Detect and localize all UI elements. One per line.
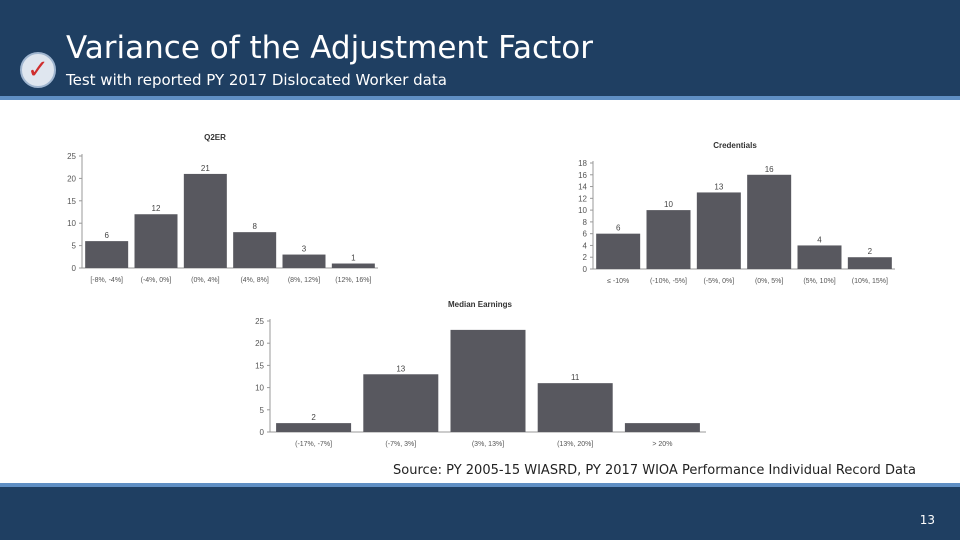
x-tick-label: (0%, 4%] (191, 277, 219, 284)
y-tick-label: 8 (583, 218, 588, 227)
x-tick-label: (13%, 20%] (557, 441, 593, 448)
y-tick-label: 15 (67, 197, 76, 206)
x-tick-label: (-4%, 0%] (141, 277, 172, 284)
checkmark-badge: ✓ (20, 52, 56, 88)
data-label: 16 (765, 165, 774, 174)
y-tick-label: 12 (578, 194, 587, 203)
slide-title: Variance of the Adjustment Factor (66, 30, 593, 66)
footer-divider (0, 483, 960, 487)
y-tick-label: 20 (67, 174, 76, 183)
x-tick-label: (4%, 8%] (240, 277, 268, 284)
slide-subtitle: Test with reported PY 2017 Dislocated Wo… (66, 71, 447, 89)
data-label: 6 (104, 231, 109, 240)
x-tick-label: (-5%, 0%] (703, 278, 734, 285)
y-tick-label: 18 (578, 159, 587, 168)
bar (85, 241, 129, 268)
checkmark-icon: ✓ (27, 55, 49, 85)
header-bar (0, 0, 960, 96)
y-tick-label: 10 (255, 384, 264, 393)
bar (363, 374, 439, 432)
y-tick-label: 2 (583, 253, 588, 262)
data-label: 2 (311, 413, 316, 422)
bar (797, 245, 842, 269)
y-tick-label: 10 (578, 206, 587, 215)
y-tick-label: 14 (578, 183, 587, 192)
page-number: 13 (919, 513, 935, 527)
q2er-chart: Q2ER 0 5 10 15 20 25 6 [-8%, -4%] 12 (-4%, 0%] 21 (0… (67, 133, 378, 284)
x-tick-label: > 20% (652, 441, 672, 448)
data-label: 3 (302, 245, 307, 254)
x-tick-label: (-7%, 3%] (385, 441, 416, 448)
bar (276, 423, 352, 432)
data-label: 12 (152, 204, 161, 213)
y-tick-label: 20 (255, 339, 264, 348)
bar (624, 423, 700, 432)
x-tick-label: (10%, 15%] (852, 278, 888, 285)
data-label: 13 (714, 182, 723, 191)
y-tick-label: 10 (67, 219, 76, 228)
x-tick-label: (3%, 13%] (472, 441, 504, 448)
bar (696, 192, 741, 269)
bar (183, 173, 227, 268)
median-earnings-chart: Median Earnings 0 5 10 15 20 25 2 (-17%, -7%] 13 (… (255, 300, 706, 448)
data-label: 13 (396, 364, 405, 373)
bar (596, 233, 641, 269)
y-tick-label: 5 (260, 406, 265, 415)
bar (537, 383, 613, 432)
x-tick-label: (-17%, -7%] (295, 441, 332, 448)
bar (747, 174, 792, 269)
credentials-chart: Credentials 0 2 4 6 8 10 12 14 16 18 6 ≤ -10% 10 (-10%… (578, 141, 895, 285)
x-tick-label: [-8%, -4%] (90, 277, 123, 284)
bar (450, 329, 526, 432)
source-note: Source: PY 2005-15 WIASRD, PY 2017 WIOA … (393, 463, 916, 478)
chart-title: Q2ER (204, 133, 226, 142)
data-label: 11 (571, 373, 580, 382)
x-tick-label: (0%, 5%] (755, 278, 783, 285)
data-label: 6 (616, 224, 621, 233)
x-tick-label: (12%, 16%] (335, 277, 371, 284)
y-tick-label: 0 (260, 428, 265, 437)
x-tick-label: (8%, 12%] (288, 277, 320, 284)
data-label: 2 (868, 247, 873, 256)
x-tick-label: (5%, 10%] (803, 278, 835, 285)
y-tick-label: 25 (255, 317, 264, 326)
bar (282, 254, 326, 268)
y-tick-label: 0 (583, 265, 588, 274)
y-tick-label: 6 (583, 230, 588, 239)
header-divider (0, 96, 960, 100)
chart-title: Median Earnings (448, 300, 513, 309)
y-tick-label: 0 (72, 264, 77, 273)
data-label: 21 (201, 164, 210, 173)
bar (847, 257, 892, 269)
data-label: 4 (817, 235, 822, 244)
bar (134, 214, 178, 268)
y-tick-label: 15 (255, 361, 264, 370)
y-tick-label: 4 (583, 241, 588, 250)
chart-title: Credentials (713, 141, 757, 150)
footer-bar (0, 487, 960, 540)
bar (233, 232, 277, 268)
bar (646, 210, 691, 269)
bar (331, 263, 375, 268)
data-label: 8 (252, 222, 257, 231)
data-label: 10 (664, 200, 673, 209)
data-label: 1 (351, 254, 356, 263)
x-tick-label: ≤ -10% (607, 278, 629, 285)
y-tick-label: 25 (67, 152, 76, 161)
y-tick-label: 5 (72, 242, 77, 251)
y-tick-label: 16 (578, 171, 587, 180)
x-tick-label: (-10%, -5%] (650, 278, 687, 285)
